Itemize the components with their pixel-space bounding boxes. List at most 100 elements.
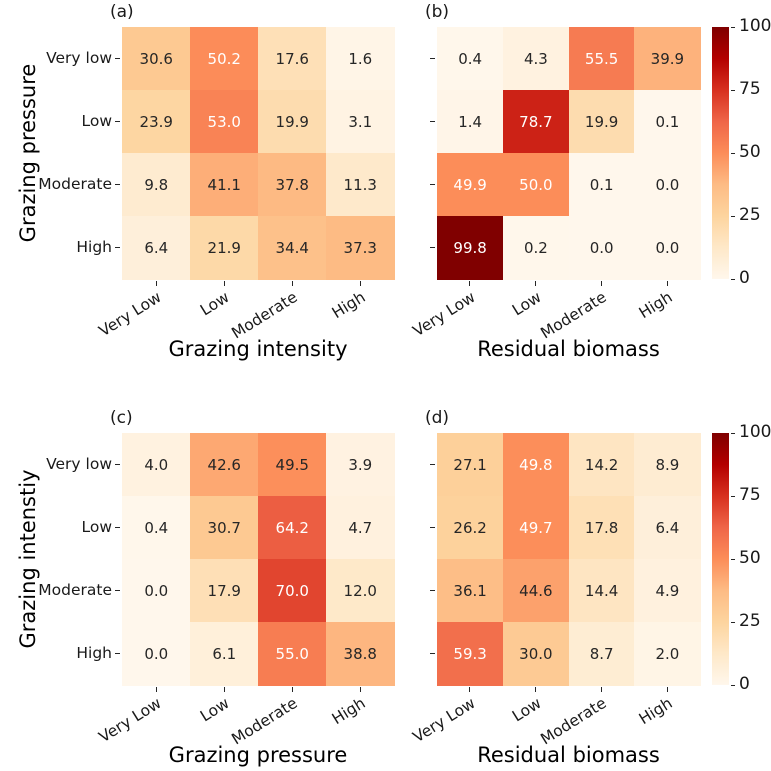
cell-value: 34.4: [275, 238, 309, 257]
heatmap-cell: 19.9: [568, 90, 635, 154]
cell-value: 59.3: [453, 644, 487, 663]
x-axis-label: Residual biomass: [477, 337, 660, 361]
y-tick-mark: [430, 184, 435, 185]
y-tick-mark: [115, 653, 120, 654]
cell-value: 8.9: [655, 455, 680, 474]
heatmap-cell: 30.0: [502, 622, 569, 686]
cell-value: 14.2: [584, 455, 619, 474]
colorbar-tick-label: 75: [739, 79, 761, 99]
x-axis-label: Grazing pressure: [168, 743, 348, 767]
cell-value: 53.0: [207, 112, 241, 131]
panel-title-a: (a): [110, 2, 134, 22]
y-tick-mark: [430, 247, 435, 248]
heatmap-cell: 37.8: [258, 153, 327, 217]
cell-value: 50.2: [207, 49, 241, 68]
heatmap-cell: 1.6: [326, 27, 395, 91]
heatmap-cell: 11.3: [326, 153, 395, 217]
y-tick-mark: [430, 527, 435, 528]
cell-value: 6.1: [212, 644, 237, 663]
y-tick-label: Moderate: [38, 174, 112, 193]
heatmap-cell: 0.0: [634, 216, 701, 280]
y-tick-mark: [430, 58, 435, 59]
cell-value: 30.6: [139, 49, 173, 68]
x-tick-mark: [600, 281, 602, 286]
heatmap-cell: 50.0: [502, 153, 569, 217]
cell-value: 0.1: [655, 112, 680, 131]
heatmap-cell: 2.0: [634, 622, 701, 686]
colorbar-tick-label: 100: [739, 422, 771, 442]
heatmap-cell: 0.0: [634, 153, 701, 217]
heatmap-cell: 0.0: [122, 622, 191, 686]
cell-value: 4.0: [144, 455, 169, 474]
heatmap-cell: 23.9: [122, 90, 191, 154]
colorbar-tick-mark: [731, 621, 735, 623]
colorbar-tick-mark: [731, 26, 735, 28]
heatmap-cell: 26.2: [437, 496, 504, 560]
cell-value: 4.7: [348, 518, 373, 537]
heatmap-cell: 39.9: [634, 27, 701, 91]
x-tick-mark: [155, 281, 157, 286]
cell-value: 12.0: [343, 581, 377, 600]
cell-value: 4.3: [523, 49, 548, 68]
heatmap-cell: 17.9: [190, 559, 259, 623]
cell-value: 3.1: [348, 112, 373, 131]
cell-value: 4.9: [655, 581, 680, 600]
heatmap-cell: 70.0: [258, 559, 327, 623]
heatmap-cell: 49.8: [502, 433, 569, 497]
heatmap-cell: 53.0: [190, 90, 259, 154]
colorbar-tick-label: 0: [739, 674, 750, 694]
y-tick-mark: [430, 121, 435, 122]
cell-value: 17.6: [275, 49, 309, 68]
heatmap-cell: 44.6: [502, 559, 569, 623]
heatmap-cell: 4.9: [634, 559, 701, 623]
cell-value: 44.6: [519, 581, 553, 600]
colorbar-tick-mark: [731, 278, 735, 280]
cell-value: 0.4: [458, 49, 483, 68]
cell-value: 41.1: [207, 175, 241, 194]
x-tick-mark: [600, 687, 602, 692]
cell-value: 1.4: [458, 112, 483, 131]
colorbar-tick-mark: [731, 432, 735, 434]
heatmap-cell: 38.8: [326, 622, 395, 686]
x-tick-mark: [535, 281, 537, 286]
cell-value: 30.0: [519, 644, 553, 663]
cell-value: 0.0: [589, 238, 614, 257]
heatmap-cell: 0.2: [502, 216, 569, 280]
cell-value: 11.3: [343, 175, 377, 194]
cell-value: 17.8: [584, 518, 619, 537]
colorbar-tick-mark: [731, 215, 735, 217]
cell-value: 50.0: [519, 175, 553, 194]
heatmap-cell: 0.1: [634, 90, 701, 154]
x-tick-mark: [291, 687, 293, 692]
cell-value: 0.1: [589, 175, 614, 194]
colorbar-tick-label: 100: [739, 16, 771, 36]
x-tick-mark: [666, 687, 668, 692]
y-tick-label: Low: [81, 517, 112, 536]
panel-title-b: (b): [425, 2, 450, 22]
cell-value: 37.8: [275, 175, 309, 194]
x-tick-mark: [535, 687, 537, 692]
heatmap-cell: 42.6: [190, 433, 259, 497]
cell-value: 6.4: [144, 238, 169, 257]
y-tick-mark: [115, 527, 120, 528]
heatmap-cell: 0.0: [122, 559, 191, 623]
heatmap-cell: 55.5: [568, 27, 635, 91]
y-tick-label: High: [76, 237, 112, 256]
cell-value: 49.7: [519, 518, 553, 537]
heatmap-cell: 12.0: [326, 559, 395, 623]
heatmap-cell: 78.7: [502, 90, 569, 154]
cell-value: 30.7: [207, 518, 241, 537]
colorbar-tick-mark: [731, 495, 735, 497]
colorbar: [712, 433, 729, 685]
y-tick-mark: [430, 590, 435, 591]
x-tick-mark: [155, 687, 157, 692]
cell-value: 26.2: [453, 518, 487, 537]
cell-value: 2.0: [655, 644, 680, 663]
cell-value: 49.5: [275, 455, 309, 474]
colorbar-tick-mark: [731, 684, 735, 686]
heatmap-cell: 19.9: [258, 90, 327, 154]
x-tick-mark: [469, 687, 471, 692]
heatmap-cell: 3.1: [326, 90, 395, 154]
x-tick-mark: [359, 687, 361, 692]
